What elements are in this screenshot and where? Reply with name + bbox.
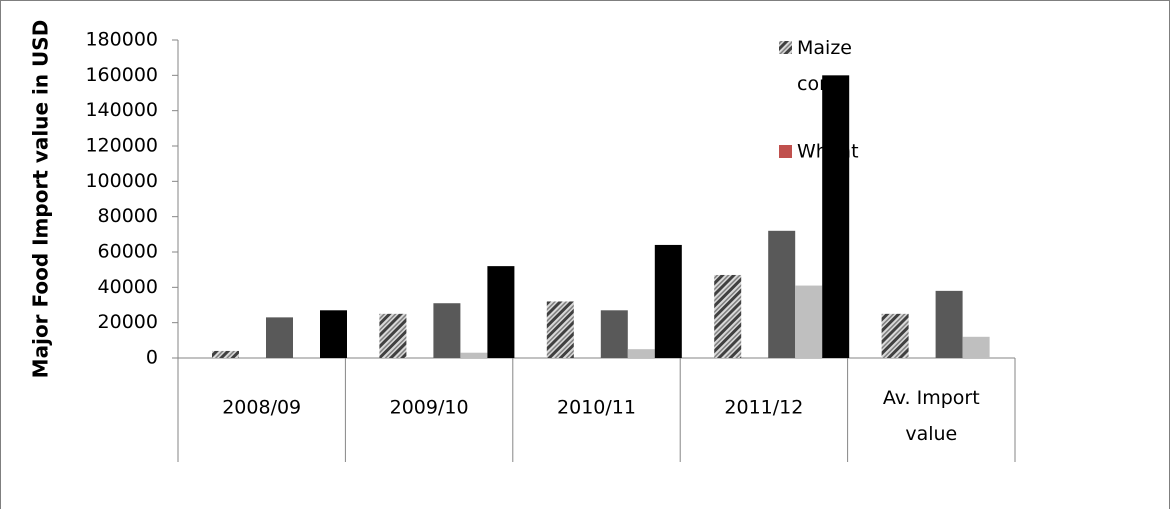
bar [320,310,347,358]
y-tick-label: 140000 [85,99,158,121]
bar [935,290,963,358]
y-tick-label: 120000 [85,135,158,157]
legend-marker [779,41,792,54]
x-tick-label: Av. Import value [883,387,980,445]
y-tick-label: 40000 [98,276,158,298]
bar [487,266,515,358]
x-tick-label: 2009/10 [390,397,469,419]
bar [212,350,239,358]
x-tick-label: 2011/12 [724,397,803,419]
bar [546,301,574,358]
bar [433,303,461,358]
legend-marker [779,145,792,158]
y-axis-label: Major Food Import value in USD [29,20,53,379]
bar [714,274,742,358]
bar [822,75,850,358]
y-tick-label: 160000 [85,64,158,86]
y-tick-label: 100000 [85,170,158,192]
y-tick-label: 80000 [98,205,158,227]
bar [600,310,628,358]
bar [795,285,823,358]
bar [379,313,407,358]
y-tick-label: 180000 [85,29,158,51]
y-tick-label: 0 [146,347,158,369]
bar [654,244,682,358]
x-tick-label: 2008/09 [222,397,301,419]
y-tick-label: 20000 [98,311,158,333]
y-tick-label: 60000 [98,241,158,263]
bar [627,349,655,358]
bar [266,317,293,358]
bar [768,230,796,358]
bar [460,352,488,358]
x-tick-label: 2010/11 [557,397,636,419]
bar [881,313,909,358]
bar [962,336,990,358]
